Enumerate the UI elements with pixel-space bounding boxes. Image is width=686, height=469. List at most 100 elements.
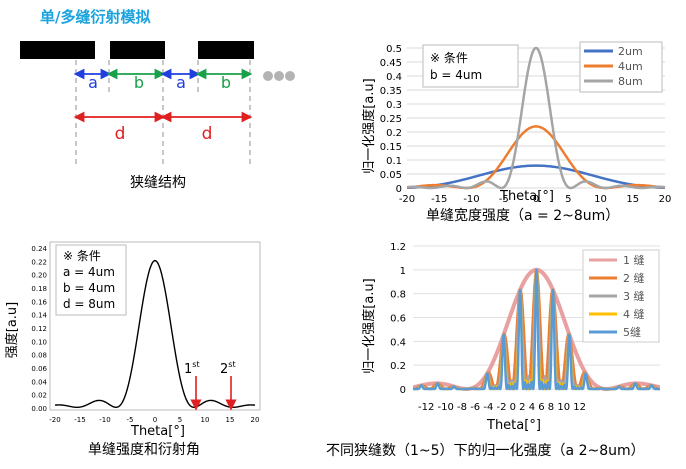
slit-bar xyxy=(110,41,165,59)
width-chart: 归一化强度[a.u] 0 0.05 0.1 0.15 0.2 0.25 0.3 0.35 0.4… xyxy=(361,41,672,205)
x-tick-label: 0 xyxy=(153,416,157,424)
x-tick-label: -5 xyxy=(499,194,509,205)
y-axis-label: 强度[a.u] xyxy=(4,302,20,358)
more-slits-dots-icon xyxy=(263,71,295,81)
x-tick-label: 20 xyxy=(251,416,260,424)
label-b: b xyxy=(221,73,231,92)
legend-label: 5缝 xyxy=(623,325,641,339)
y-tick-label: 0.08 xyxy=(31,352,47,360)
single-slit-caption: 单缝强度和衍射角 xyxy=(88,442,200,458)
y-tick-label: 0.25 xyxy=(380,114,402,125)
series-line xyxy=(54,260,256,408)
y-tick-label: 0.22 xyxy=(31,258,47,266)
x-tick-label: -10 xyxy=(99,416,110,424)
y-tick-label: 1.2 xyxy=(390,242,406,253)
x-tick-label: 5 xyxy=(565,194,571,205)
y-tick-label: 0.2 xyxy=(386,128,402,139)
page-title: 单/多缝衍射模拟 xyxy=(40,8,151,26)
width-chart-caption: 单缝宽度强度（a = 2~8um） xyxy=(426,208,620,224)
y-tick-label: 0.20 xyxy=(31,272,47,280)
x-tick-label: 0 xyxy=(533,194,539,205)
y-tick-label: 1 xyxy=(400,266,406,277)
y-tick-label: 0.18 xyxy=(31,285,47,293)
x-axis-label: Theta[°] xyxy=(500,189,554,204)
condition-title: ※ 条件 xyxy=(63,249,101,263)
multi-slit-caption: 不同狭缝数（1~5）下的归一化强度（a 2~8um） xyxy=(326,443,645,459)
y-tick-label: 0.15 xyxy=(380,142,402,153)
y-tick-label: 0.00 xyxy=(31,405,47,413)
condition-line: b = 4um xyxy=(63,281,115,295)
y-axis-label: 归一化强度[a.u] xyxy=(361,278,377,373)
condition-line: d = 8um xyxy=(63,297,115,311)
y-tick-label: 0.1 xyxy=(386,156,402,167)
second-min-label: 2st xyxy=(220,360,236,377)
x-axis-label: Theta[°] xyxy=(131,424,185,439)
slit-structure-caption: 狭缝结构 xyxy=(130,175,186,191)
series-line xyxy=(406,125,666,190)
y-tick-label: 0.2 xyxy=(390,361,406,372)
x-tick-label: -20 xyxy=(399,194,415,205)
y-tick-label: 0.4 xyxy=(390,337,406,348)
legend-label: 4um xyxy=(618,60,643,73)
series-line xyxy=(407,46,665,190)
first-min-label: 1st xyxy=(184,360,200,377)
label-d: d xyxy=(202,124,213,144)
y-tick-label: 0.4 xyxy=(386,72,402,83)
y-tick-label: 0.10 xyxy=(31,338,47,346)
y-axis-label: 归一化强度[a.u] xyxy=(361,78,377,173)
x-axis-label: Theta[°] xyxy=(487,418,541,433)
condition-title: ※ 条件 xyxy=(430,51,468,65)
label-a: a xyxy=(88,73,98,92)
x-tick-label: 10 xyxy=(201,416,210,424)
legend-label: 2 缝 xyxy=(623,271,645,285)
y-tick-label: 0 xyxy=(400,385,406,396)
x-tick-label: -10 xyxy=(463,194,479,205)
condition-line: b = 4um xyxy=(430,68,482,82)
y-tick-label: 0.06 xyxy=(31,365,47,373)
y-tick-label: 0.04 xyxy=(31,378,47,386)
y-tick-label: 0.02 xyxy=(31,392,47,400)
x-tick-label: -15 xyxy=(431,194,447,205)
label-d: d xyxy=(115,124,126,144)
single-slit-chart: 强度[a.u] 0.00 0.02 0.04 0.06 0.08 0.10 0.12 0.14… xyxy=(4,241,261,424)
y-tick-label: 0.05 xyxy=(380,170,402,181)
y-tick-label: 0.16 xyxy=(31,298,47,306)
condition-box xyxy=(55,244,127,316)
series-line xyxy=(412,268,661,391)
legend-label: 3 缝 xyxy=(623,289,645,303)
x-tick-label: -15 xyxy=(74,416,85,424)
guide-lines xyxy=(75,60,251,164)
x-tick-label: -20 xyxy=(49,416,60,424)
y-tick-label: 0.24 xyxy=(31,245,47,253)
slit-bars xyxy=(20,41,254,59)
series-line xyxy=(407,164,665,190)
condition-line: a = 4um xyxy=(63,265,115,279)
x-tick-label: 5 xyxy=(178,416,182,424)
y-tick-label: 0.3 xyxy=(386,100,402,111)
x-tick-label: 15 xyxy=(626,194,639,205)
slit-bar xyxy=(198,41,254,59)
condition-box xyxy=(422,44,519,88)
y-tick-label: 0.45 xyxy=(380,58,402,69)
multi-slit-chart: 归一化强度[a.u] 0 0.2 0.4 0.6 0.8 1 1.2 -12 -10 -8 … xyxy=(361,242,662,413)
slit-structure-diagram: a b a b d d xyxy=(20,41,295,164)
y-tick-label: 0.35 xyxy=(380,86,402,97)
legend-label: 1 缝 xyxy=(623,253,645,267)
y-tick-label: 0.14 xyxy=(31,312,47,320)
legend-label: 4 缝 xyxy=(623,307,645,321)
y-tick-label: 0.8 xyxy=(390,290,406,301)
legend-label: 2um xyxy=(618,45,643,58)
label-a: a xyxy=(176,73,186,92)
y-tick-label: 0.12 xyxy=(31,325,47,333)
x-tick-label: -5 xyxy=(127,416,134,424)
x-tick-labels: -12 -10 -8 -6 -4 -2 0 2 4 6 8 10 12 xyxy=(418,402,586,413)
label-b: b xyxy=(134,73,144,92)
y-tick-label: 0.5 xyxy=(386,44,402,55)
legend-label: 8um xyxy=(618,75,643,88)
x-tick-label: 15 xyxy=(226,416,235,424)
x-tick-label: 10 xyxy=(594,194,607,205)
y-tick-label: 0.6 xyxy=(390,314,406,325)
x-tick-label: 20 xyxy=(659,194,672,205)
slit-bar xyxy=(20,41,95,59)
y-tick-label: 0 xyxy=(396,184,402,195)
